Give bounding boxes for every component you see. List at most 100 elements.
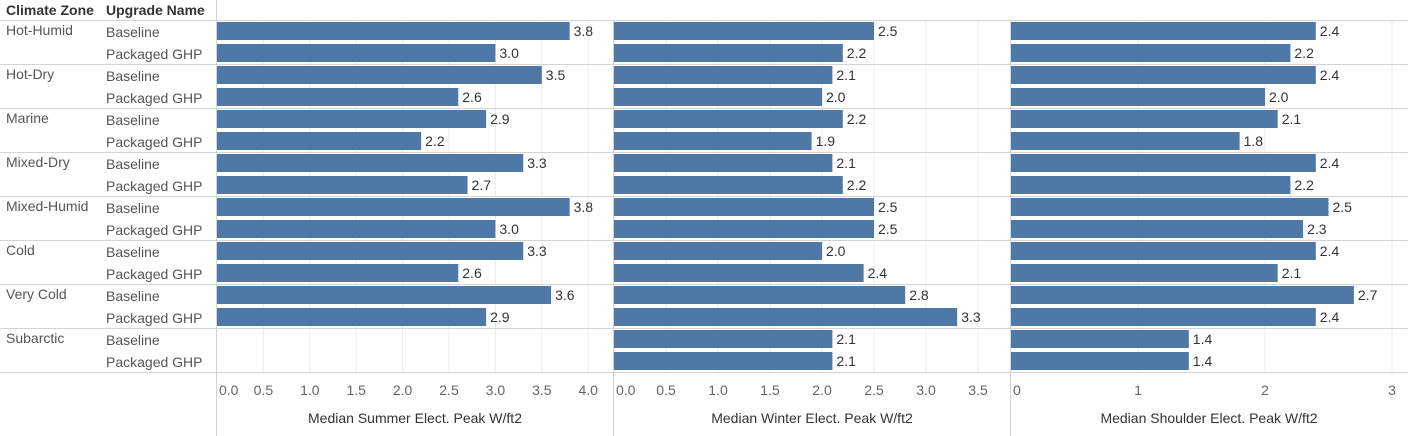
tick-label: 1.0 <box>708 382 728 398</box>
bar-value-label: 3.8 <box>574 199 594 215</box>
upgrade-label: Baseline <box>106 24 160 40</box>
tick-label: 3.5 <box>532 382 552 398</box>
bar <box>217 44 496 62</box>
bar-value-label: 2.5 <box>878 23 898 39</box>
bar <box>217 242 524 260</box>
bar-value-label: 3.3 <box>961 309 981 325</box>
bar-value-label: 2.7 <box>1358 287 1378 303</box>
bar-value-label: 3.3 <box>527 243 547 259</box>
bar-value-label: 2.2 <box>847 111 867 127</box>
bar <box>614 220 874 238</box>
zone-label: Hot-Humid <box>6 22 73 38</box>
bar <box>1011 88 1265 106</box>
bar <box>217 154 524 172</box>
bar-value-label: 2.2 <box>847 177 867 193</box>
bar <box>1011 330 1189 348</box>
zone-label: Very Cold <box>6 286 67 302</box>
bar-value-label: 2.1 <box>1282 111 1302 127</box>
bar-value-label: 2.0 <box>826 243 846 259</box>
bar <box>614 66 833 84</box>
upgrade-label: Packaged GHP <box>106 46 203 62</box>
upgrade-label: Packaged GHP <box>106 134 203 150</box>
bar <box>1011 286 1354 304</box>
bar-value-label: 3.6 <box>555 287 575 303</box>
bar <box>1011 154 1316 172</box>
bar <box>614 154 833 172</box>
bar <box>614 330 833 348</box>
tick-label: 3.0 <box>916 382 936 398</box>
bar <box>1011 220 1304 238</box>
bar-value-label: 2.5 <box>1333 199 1353 215</box>
bar-value-label: 2.7 <box>472 177 492 193</box>
bar-value-label: 2.1 <box>836 155 856 171</box>
bar <box>217 198 570 216</box>
upgrade-label: Packaged GHP <box>106 310 203 326</box>
upgrade-label: Baseline <box>106 156 160 172</box>
zone-label: Mixed-Dry <box>6 154 70 170</box>
bar <box>1011 352 1189 370</box>
bar-value-label: 2.6 <box>462 265 482 281</box>
bar <box>614 132 812 150</box>
bar-value-label: 2.5 <box>878 221 898 237</box>
tick-label: 3.5 <box>968 382 988 398</box>
bar <box>217 220 496 238</box>
upgrade-label: Packaged GHP <box>106 90 203 106</box>
bar <box>217 88 459 106</box>
tick-label: 0 <box>1013 382 1021 398</box>
bar-value-label: 2.2 <box>1294 177 1314 193</box>
bar <box>217 176 468 194</box>
header-climate-zone: Climate Zone <box>6 2 94 18</box>
bar <box>614 286 906 304</box>
bar-value-label: 2.4 <box>1320 67 1340 83</box>
tick-label: 0.5 <box>656 382 676 398</box>
bar-value-label: 2.1 <box>836 331 856 347</box>
bar-value-label: 2.4 <box>868 265 888 281</box>
upgrade-label: Packaged GHP <box>106 178 203 194</box>
bar-value-label: 1.4 <box>1193 353 1213 369</box>
bar <box>1011 198 1329 216</box>
bar-value-label: 2.4 <box>1320 155 1340 171</box>
bar <box>217 132 422 150</box>
tick-label: 4.0 <box>578 382 598 398</box>
zone-label: Cold <box>6 242 35 258</box>
header-upgrade-name: Upgrade Name <box>106 2 205 18</box>
bar <box>1011 308 1316 326</box>
bar <box>614 44 843 62</box>
bar <box>217 286 552 304</box>
bar-value-label: 2.6 <box>462 89 482 105</box>
bar-value-label: 2.9 <box>490 309 510 325</box>
zone-label: Mixed-Humid <box>6 198 88 214</box>
bar <box>217 110 487 128</box>
axes: 0.0 0.5 1.0 1.5 2.0 2.5 3.0 3.5 4.0 Median Summer… <box>219 382 1396 426</box>
bar <box>1011 22 1316 40</box>
zone-label: Hot-Dry <box>6 66 54 82</box>
bar-value-label: 2.4 <box>1320 243 1340 259</box>
bar <box>614 264 864 282</box>
tick-label: 0.5 <box>254 382 274 398</box>
bar <box>1011 264 1278 282</box>
bar-value-label: 2.1 <box>1282 265 1302 281</box>
bar <box>1011 242 1316 260</box>
upgrade-label: Baseline <box>106 112 160 128</box>
bar <box>614 198 874 216</box>
bar-value-label: 3.8 <box>574 23 594 39</box>
bar-value-label: 3.5 <box>546 67 566 83</box>
bar <box>614 88 822 106</box>
bar <box>614 352 833 370</box>
bar <box>217 66 542 84</box>
bars: 3.8 3.0 3.5 2.6 2.9 2.2 3.3 2.7 3.8 3.0 3.3 2.6 3.6 2… <box>217 22 1378 370</box>
bar-value-label: 2.5 <box>878 199 898 215</box>
tick-label: 3 <box>1388 382 1396 398</box>
tick-label: 2.5 <box>439 382 459 398</box>
bar <box>1011 66 1316 84</box>
tick-label: 3.0 <box>486 382 506 398</box>
tick-label: 0.0 <box>616 382 636 398</box>
bar-value-label: 3.0 <box>499 221 519 237</box>
bar-value-label: 3.0 <box>499 45 519 61</box>
upgrade-label: Packaged GHP <box>106 222 203 238</box>
bar-value-label: 1.4 <box>1193 331 1213 347</box>
bar-value-label: 2.2 <box>847 45 867 61</box>
bar-value-label: 2.4 <box>1320 309 1340 325</box>
bar <box>217 308 487 326</box>
